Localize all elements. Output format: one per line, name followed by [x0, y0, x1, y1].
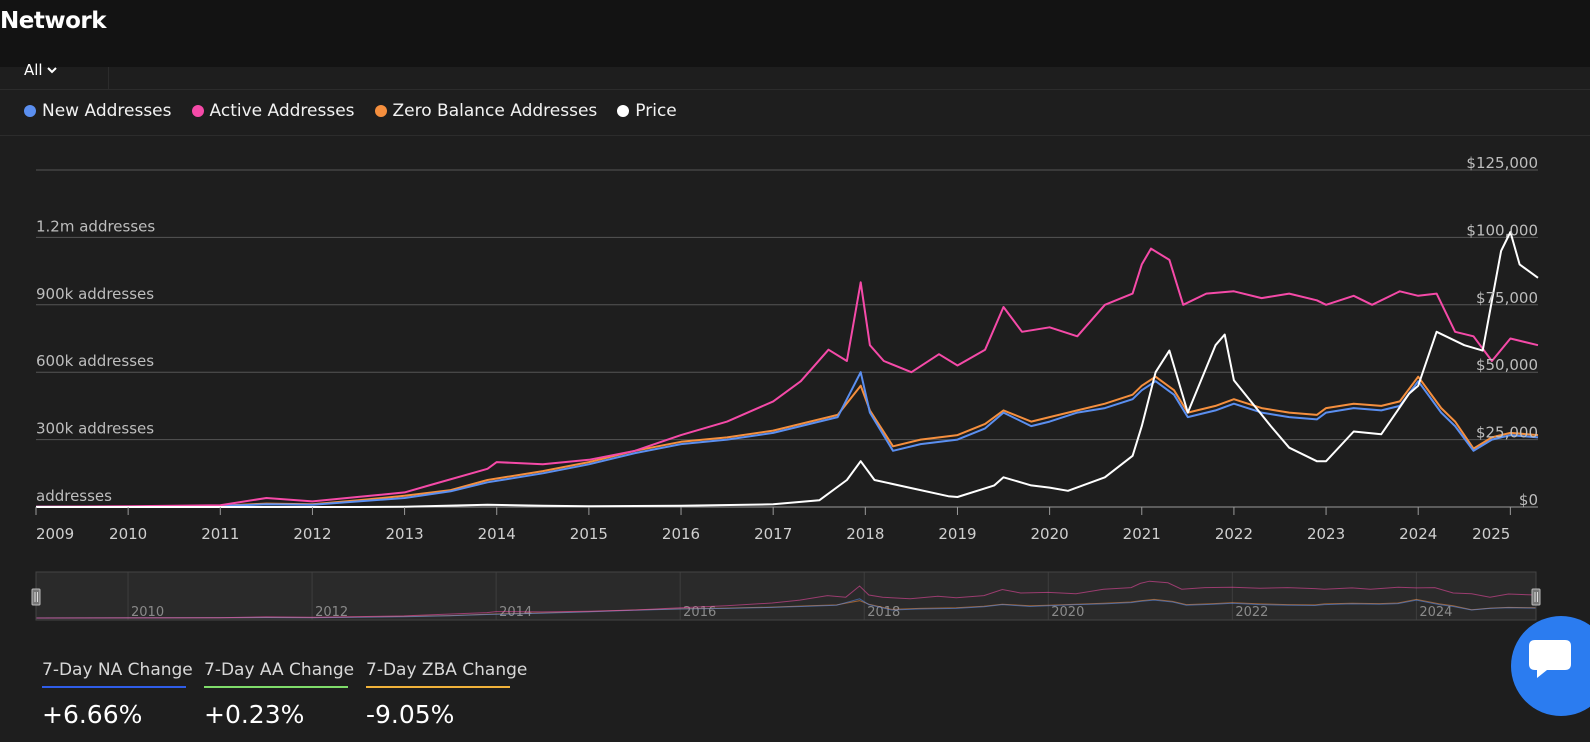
chart-legend: New Addresses Active Addresses Zero Bala…	[24, 101, 677, 121]
chevron-down-icon	[46, 67, 57, 74]
navigator-handle-right[interactable]	[1531, 588, 1541, 606]
stat-label: 7-Day AA Change	[204, 660, 354, 688]
navigator-label: 2014	[499, 605, 532, 620]
stat-label: 7-Day ZBA Change	[366, 660, 527, 688]
legend-divider	[0, 135, 1590, 136]
legend-dot-zero-balance-addresses	[374, 105, 387, 117]
navigator-label: 2020	[1051, 605, 1084, 620]
x-tick-label: 2013	[385, 525, 423, 543]
range-dropdown-value: All	[24, 61, 43, 79]
stat-value: +6.66%	[42, 700, 143, 729]
navigator-label: 2010	[131, 605, 164, 620]
stat-value: -9.05%	[366, 700, 455, 729]
page-title: Network	[0, 8, 107, 34]
legend-dot-price	[617, 105, 630, 117]
stat-value: +0.23%	[204, 700, 305, 729]
y-right-tick-label: $75,000	[1476, 289, 1538, 307]
navigator[interactable]: 2010 2012 2014 2016 2018 2020 2022 2024	[31, 571, 1541, 621]
range-toolbar: All	[0, 61, 1590, 90]
y-right-tick-label: $125,000	[1466, 154, 1538, 172]
y-right-tick-label: $0	[1519, 491, 1538, 509]
legend-item-zero-balance-addresses[interactable]: Zero Balance Addresses	[374, 101, 598, 121]
y-right-tick-label: $100,000	[1466, 221, 1538, 239]
axis-layer: addresses 300k addresses 600k addresses 900…	[35, 154, 1538, 543]
stats-row: 7-Day NA Change +6.66% 7-Day AA Change +…	[42, 660, 527, 729]
x-tick-label: 2022	[1215, 525, 1253, 543]
range-dropdown[interactable]: All	[24, 61, 58, 79]
navigator-series	[35, 580, 1537, 619]
legend-dot-new-addresses	[24, 105, 36, 117]
series-line-active-addresses	[35, 247, 1539, 508]
top-bar: Network	[0, 0, 1590, 67]
x-tick-label: 2024	[1399, 525, 1437, 543]
grid-layer	[36, 169, 1538, 508]
stat-label: 7-Day NA Change	[42, 660, 193, 688]
x-tick-label: 2017	[754, 525, 792, 543]
navigator-handle-left[interactable]	[31, 588, 41, 606]
series-layer	[35, 231, 1539, 508]
stat-na-change: 7-Day NA Change +6.66%	[42, 660, 193, 729]
x-tick-label: 2019	[938, 525, 976, 543]
legend-label: Price	[635, 101, 677, 121]
legend-label: Active Addresses	[209, 101, 355, 121]
legend-dot-active-addresses	[191, 105, 204, 117]
x-tick-label: 2010	[109, 525, 147, 543]
y-right-tick-label: $25,000	[1476, 424, 1538, 442]
legend-item-new-addresses[interactable]: New Addresses	[24, 101, 172, 121]
navigator-label: 2018	[867, 605, 900, 620]
y-left-tick-label: addresses	[36, 487, 112, 505]
legend-item-active-addresses[interactable]: Active Addresses	[191, 101, 355, 121]
stat-aa-change: 7-Day AA Change +0.23%	[204, 660, 354, 729]
x-tick-label: 2009	[36, 525, 74, 543]
x-tick-label: 2015	[570, 525, 608, 543]
navigator-label: 2024	[1419, 605, 1452, 620]
series-line-zero-balance-addresses	[35, 375, 1539, 508]
x-tick-label: 2014	[478, 525, 516, 543]
legend-item-price[interactable]: Price	[617, 101, 677, 121]
legend-label: New Addresses	[42, 101, 172, 121]
x-tick-label: 2020	[1031, 525, 1069, 543]
y-left-tick-label: 600k addresses	[36, 352, 154, 370]
y-left-tick-label: 300k addresses	[36, 420, 154, 438]
chat-button[interactable]	[1511, 616, 1590, 716]
navigator-background	[36, 572, 1536, 620]
navigator-label: 2022	[1235, 605, 1268, 620]
navigator-series	[35, 598, 1537, 619]
y-left-tick-label: 900k addresses	[36, 285, 154, 303]
x-tick-label: 2025	[1472, 525, 1510, 543]
x-tick-label: 2023	[1307, 525, 1345, 543]
chat-bubble-icon	[1529, 634, 1578, 678]
y-left-tick-label: 1.2m addresses	[36, 217, 155, 235]
x-tick-label: 2012	[293, 525, 331, 543]
stat-zba-change: 7-Day ZBA Change -9.05%	[366, 660, 527, 729]
legend-label: Zero Balance Addresses	[392, 101, 598, 121]
x-tick-label: 2011	[201, 525, 239, 543]
x-tick-label: 2018	[846, 525, 884, 543]
series-line-price	[36, 231, 1539, 508]
x-tick-label: 2021	[1123, 525, 1161, 543]
x-tick-label: 2016	[662, 525, 700, 543]
range-divider	[108, 67, 109, 89]
y-right-tick-label: $50,000	[1476, 356, 1538, 374]
series-line-new-addresses	[35, 371, 1539, 508]
navigator-label: 2012	[315, 605, 348, 620]
